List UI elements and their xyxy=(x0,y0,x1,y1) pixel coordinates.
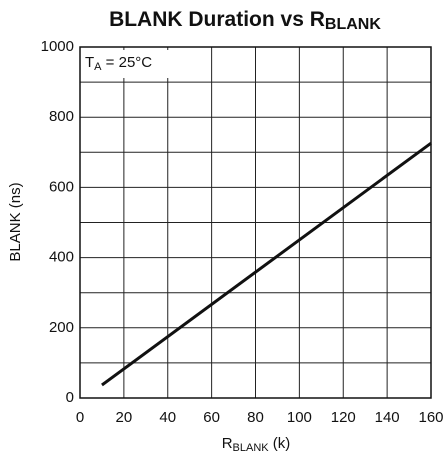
annotation: TA = 25°C xyxy=(85,54,152,73)
chart-title: BLANK Duration vs RBLANK xyxy=(109,8,381,34)
title-sub: BLANK xyxy=(325,16,381,33)
xlabel-main: R xyxy=(222,435,233,452)
annotation-bg xyxy=(82,50,170,78)
x-tick-label: 160 xyxy=(418,409,443,426)
x-tick-label: 120 xyxy=(331,409,356,426)
x-tick-label: 80 xyxy=(247,409,264,426)
y-tick-label: 1000 xyxy=(41,38,74,55)
y-tick-label: 800 xyxy=(49,108,74,125)
annotation-tail: = 25°C xyxy=(102,54,153,71)
y-tick-label: 400 xyxy=(49,249,74,266)
y-tick-label: 0 xyxy=(66,389,74,406)
x-tick-label: 100 xyxy=(287,409,312,426)
x-tick-label: 20 xyxy=(116,409,133,426)
title-main: BLANK Duration vs R xyxy=(109,8,325,31)
annotation-main: T xyxy=(85,54,94,71)
x-tick-label: 60 xyxy=(203,409,220,426)
x-tick-label: 40 xyxy=(159,409,176,426)
xlabel-tail: (k) xyxy=(269,435,291,452)
xlabel-sub: BLANK xyxy=(233,442,270,454)
x-axis-label: RBLANK (k) xyxy=(222,435,291,454)
annotation-sub: A xyxy=(94,61,102,73)
x-tick-label: 0 xyxy=(76,409,84,426)
y-tick-label: 200 xyxy=(49,319,74,336)
plot-frame xyxy=(79,46,432,399)
y-tick-label: 600 xyxy=(49,178,74,195)
y-axis-label: BLANK (ns) xyxy=(7,182,24,261)
x-tick-label: 140 xyxy=(375,409,400,426)
data-line xyxy=(101,141,432,387)
